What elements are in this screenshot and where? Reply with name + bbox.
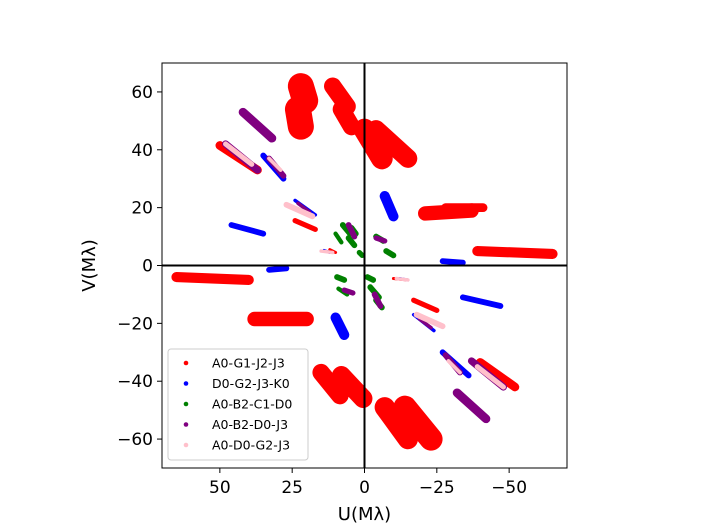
axis-ticks: 50 25 0 −25 −50 60 40 20 0 −20 −40 −60 bbox=[117, 83, 527, 498]
series-3-track-9 bbox=[371, 291, 384, 309]
y-tick-label-3: 0 bbox=[142, 257, 153, 277]
series-0-track-11 bbox=[331, 366, 373, 408]
y-tick-label-5: −40 bbox=[117, 372, 153, 392]
series-2-track-4 bbox=[356, 249, 365, 258]
series-2-track-6 bbox=[383, 248, 397, 259]
series-2-track-0 bbox=[339, 222, 353, 237]
series-4-track-7 bbox=[394, 276, 410, 282]
legend: A0-G1-J2-J3 D0-G2-J3-K0 A0-B2-C1-D0 A0-B2-D… bbox=[167, 348, 309, 461]
zero-lines bbox=[162, 63, 567, 468]
series-2-track-2 bbox=[345, 235, 358, 249]
series-0-track-18 bbox=[411, 297, 440, 313]
series-1-track-2 bbox=[266, 265, 290, 273]
series-1-track-0 bbox=[228, 222, 267, 237]
series-1-track-1 bbox=[459, 294, 504, 309]
series-3-track-10 bbox=[373, 235, 388, 244]
series-4-track-2 bbox=[267, 156, 283, 172]
series-0-track-16 bbox=[475, 358, 520, 392]
series-0-track-12 bbox=[312, 363, 349, 405]
series-0-track-4 bbox=[353, 118, 393, 170]
series-4-track-1 bbox=[474, 364, 506, 390]
series-4-track-5 bbox=[413, 311, 446, 330]
series-4-track-6 bbox=[319, 249, 335, 255]
series-4-track-0 bbox=[223, 141, 255, 167]
legend-marker-2 bbox=[183, 401, 189, 407]
series-2-track-8 bbox=[364, 274, 377, 283]
series-0-track-17 bbox=[292, 218, 318, 232]
series-4-track-4 bbox=[283, 201, 316, 220]
y-tick-label-6: −60 bbox=[117, 430, 153, 450]
x-tick-label-2: 0 bbox=[359, 478, 370, 498]
series-0-track-14 bbox=[393, 395, 443, 451]
x-tick-label-3: −25 bbox=[419, 478, 455, 498]
series-2-track-7 bbox=[334, 274, 348, 283]
legend-marker-3 bbox=[183, 422, 189, 427]
series-4-track-3 bbox=[446, 359, 462, 375]
series-3-track-11 bbox=[341, 287, 356, 296]
x-axis-label: U(Mλ) bbox=[338, 504, 391, 525]
legend-box bbox=[167, 348, 309, 461]
legend-label-0: A0-G1-J2-J3 bbox=[212, 356, 285, 371]
legend-label-3: A0-B2-D0-J3 bbox=[212, 417, 288, 432]
series-0-track-8 bbox=[472, 245, 558, 259]
legend-label-4: A0-D0-G2-J3 bbox=[212, 438, 290, 453]
data-tracks bbox=[171, 73, 558, 451]
y-tick-label-1: 40 bbox=[131, 141, 153, 161]
x-tick-label-0: 50 bbox=[209, 478, 231, 498]
series-1-track-5 bbox=[330, 312, 350, 340]
x-tick-label-4: −50 bbox=[491, 478, 527, 498]
series-0-track-1 bbox=[284, 96, 314, 140]
y-tick-label-0: 60 bbox=[131, 83, 153, 103]
series-0-track-5 bbox=[366, 120, 418, 168]
series-1-track-3 bbox=[439, 258, 466, 266]
x-tick-label-1: 25 bbox=[281, 478, 303, 498]
series-2-track-3 bbox=[333, 231, 344, 245]
legend-label-2: A0-B2-C1-D0 bbox=[212, 397, 292, 412]
legend-marker-0 bbox=[183, 360, 189, 366]
series-3-track-7 bbox=[417, 317, 433, 330]
series-1-track-4 bbox=[379, 191, 399, 222]
y-axis-label: V(Mλ) bbox=[79, 239, 100, 292]
series-0-track-9 bbox=[171, 272, 254, 286]
legend-label-1: D0-G2-J3-K0 bbox=[212, 376, 290, 391]
series-3-track-6 bbox=[296, 201, 312, 214]
legend-marker-4 bbox=[183, 442, 189, 448]
y-tick-label-2: 20 bbox=[131, 199, 153, 219]
series-3-track-1 bbox=[452, 388, 491, 424]
series-3-track-0 bbox=[238, 107, 277, 143]
y-tick-label-4: −20 bbox=[117, 314, 153, 334]
legend-marker-1 bbox=[183, 381, 189, 386]
series-0-track-3 bbox=[332, 100, 361, 136]
series-3-track-8 bbox=[345, 222, 358, 240]
series-0-track-13 bbox=[374, 397, 419, 450]
